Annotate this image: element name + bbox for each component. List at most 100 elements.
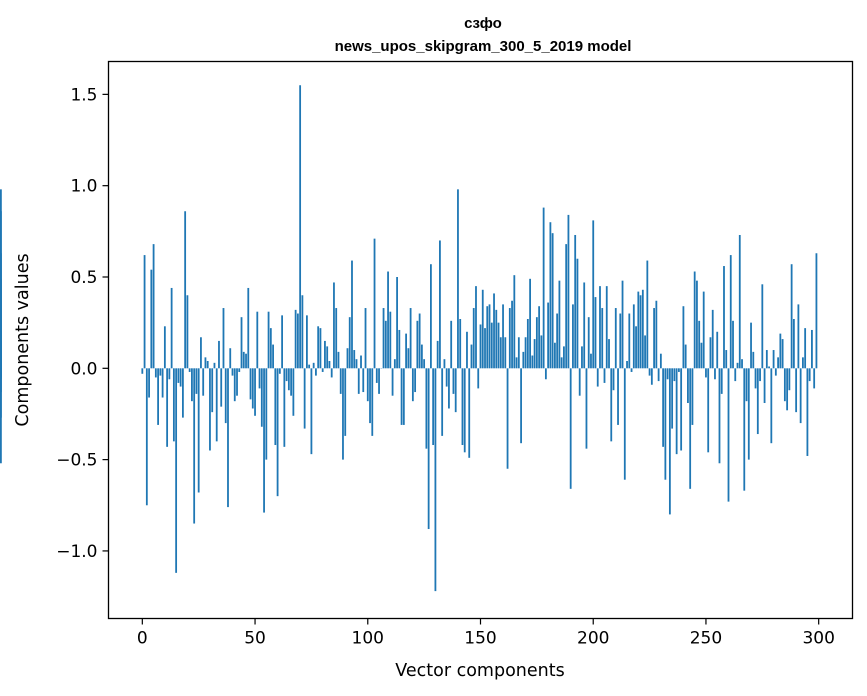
bar xyxy=(587,317,590,369)
bar xyxy=(641,289,644,369)
bar xyxy=(310,368,313,455)
bar xyxy=(263,368,265,513)
bar xyxy=(387,271,389,369)
bar xyxy=(312,362,315,369)
bar xyxy=(759,368,761,382)
bar xyxy=(811,329,813,369)
bar xyxy=(718,368,721,464)
bar xyxy=(254,368,256,416)
bar xyxy=(720,368,723,394)
bar xyxy=(457,189,459,369)
bar xyxy=(768,366,770,369)
bar xyxy=(330,368,333,378)
bar xyxy=(159,368,162,376)
bar xyxy=(276,368,279,497)
bar xyxy=(626,361,628,369)
bar xyxy=(430,264,432,369)
bar xyxy=(267,311,270,369)
bar xyxy=(285,368,288,382)
bar xyxy=(420,344,423,369)
bar xyxy=(193,368,196,524)
bar xyxy=(678,368,680,372)
bar xyxy=(333,282,335,369)
bar xyxy=(714,368,716,380)
bar xyxy=(511,300,513,369)
bar xyxy=(727,368,730,502)
bar xyxy=(398,329,401,369)
bar xyxy=(251,368,254,409)
bar xyxy=(576,258,579,369)
bar xyxy=(594,297,597,369)
bar xyxy=(391,368,394,396)
bar xyxy=(560,357,563,369)
bar xyxy=(278,368,281,374)
bar xyxy=(450,320,453,369)
bar xyxy=(439,240,441,369)
x-axis-ticks: 0 50 100 150 200 250 300 xyxy=(137,618,835,649)
bar xyxy=(231,368,234,376)
bar xyxy=(599,286,601,369)
bar xyxy=(172,368,175,442)
bar xyxy=(531,355,534,369)
bar xyxy=(747,368,750,460)
bar xyxy=(671,368,674,429)
bar xyxy=(650,368,653,385)
bar xyxy=(206,361,209,369)
bar xyxy=(157,368,159,425)
bar xyxy=(502,304,504,369)
bar xyxy=(265,368,268,460)
bar xyxy=(802,357,804,369)
bar xyxy=(542,207,545,369)
x-axis-label: Vector components xyxy=(395,661,564,681)
bar xyxy=(454,368,457,413)
bar xyxy=(274,368,277,446)
bar xyxy=(738,234,741,369)
bar xyxy=(463,368,466,453)
bar xyxy=(723,266,725,369)
bar xyxy=(736,362,739,369)
bar xyxy=(366,368,369,402)
bar xyxy=(202,368,205,396)
bar xyxy=(761,284,764,369)
bar xyxy=(716,331,719,369)
y-axis-ticks: −1.0 −0.5 0.0 0.5 1.0 1.5 xyxy=(56,85,109,562)
bar xyxy=(215,368,218,442)
y-tick-label: 0.5 xyxy=(70,268,97,288)
bar xyxy=(400,368,403,425)
bar xyxy=(290,368,293,396)
bar xyxy=(195,368,198,394)
bar xyxy=(567,214,570,369)
bar xyxy=(475,286,477,369)
bar xyxy=(680,368,683,451)
bar xyxy=(797,304,800,369)
bar xyxy=(373,238,376,369)
bar xyxy=(479,324,482,369)
bar xyxy=(682,306,685,369)
bar xyxy=(506,368,509,469)
x-tick-label: 300 xyxy=(802,629,834,649)
bar xyxy=(389,311,392,369)
y-tick-label: 1.5 xyxy=(70,85,97,105)
x-tick-label: 100 xyxy=(352,629,384,649)
bar xyxy=(711,309,714,369)
bar xyxy=(623,368,626,480)
bar xyxy=(240,317,243,369)
bar xyxy=(612,368,615,391)
bar xyxy=(734,368,737,382)
bar xyxy=(608,339,610,369)
bar xyxy=(813,368,816,389)
bar xyxy=(405,333,407,369)
bar xyxy=(533,339,536,369)
bar-series xyxy=(0,85,818,592)
bar xyxy=(772,350,775,369)
bar xyxy=(725,350,728,369)
bar xyxy=(448,368,450,409)
bar xyxy=(470,344,473,369)
bar xyxy=(788,368,791,391)
bar xyxy=(362,368,365,393)
bar xyxy=(191,368,193,402)
bar xyxy=(416,320,419,369)
bar xyxy=(141,368,144,374)
chart-title-line-1: сзфо xyxy=(464,15,502,32)
bar xyxy=(515,357,518,369)
